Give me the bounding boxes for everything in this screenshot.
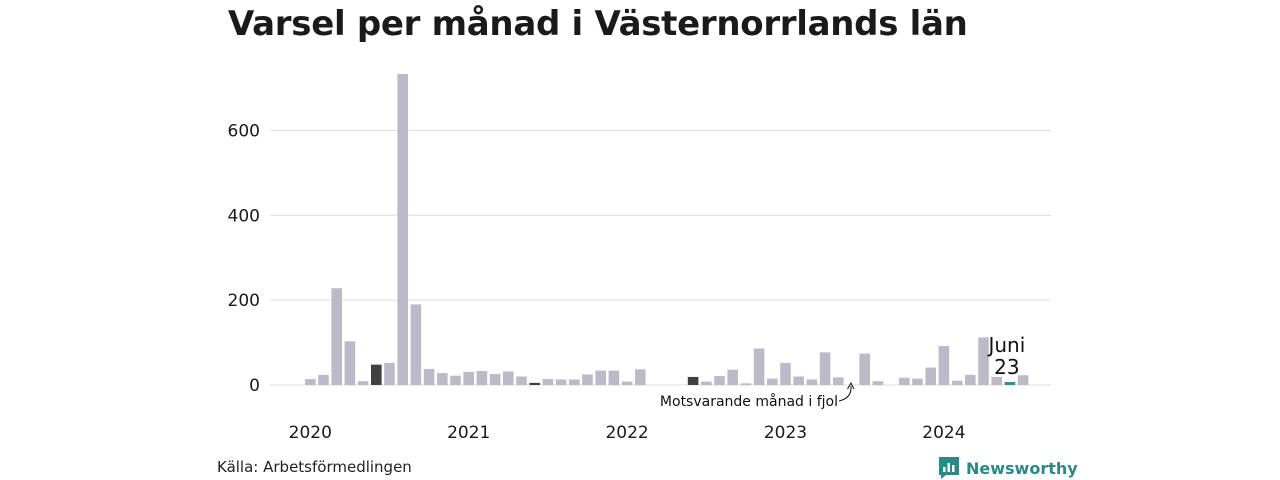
bar-2021-03 (489, 373, 501, 385)
bar-2021-01 (463, 371, 474, 385)
y-tick-label: 200 (228, 291, 260, 311)
prev-year-note: Motsvarande månad i fjol (660, 393, 838, 410)
bar-2022-01 (621, 381, 633, 385)
bar-2021-11 (595, 370, 606, 385)
bars (305, 73, 1029, 385)
prev-year-arrowhead (847, 381, 855, 390)
y-tick-label: 600 (228, 121, 260, 141)
bar-2024-05 (991, 376, 1002, 385)
x-tick-label: 2022 (605, 423, 648, 443)
x-tick-label: 2023 (764, 423, 807, 443)
bar-2024-04 (978, 337, 989, 385)
y-axis-ticks: 0 200 400 600 (228, 121, 260, 396)
bar-2020-04 (344, 341, 356, 385)
bar-2023-08 (872, 381, 884, 385)
brand-name: Newsworthy (966, 458, 1078, 478)
y-tick-label: 400 (228, 206, 260, 226)
bar-2020-12 (450, 375, 461, 385)
bar-2021-07 (542, 379, 554, 385)
bar-2020-02 (318, 374, 329, 385)
bar-2022-06 (687, 376, 699, 385)
brand-logo: Newsworthy (938, 456, 1078, 480)
bar-2023-05 (833, 377, 844, 385)
bar-2021-12 (608, 370, 620, 385)
bar-2022-09 (727, 369, 738, 385)
bar-2022-12 (767, 378, 778, 385)
bar-2020-11 (437, 373, 448, 385)
bar-2022-11 (753, 348, 765, 385)
bar-2023-10 (899, 377, 910, 385)
bar-2020-09 (410, 304, 422, 385)
bar-2024-06 (1004, 382, 1016, 385)
chart-title: Varsel per månad i Västernorrlands län (228, 4, 968, 44)
x-tick-label: 2021 (447, 423, 490, 443)
bar-2022-07 (701, 381, 712, 385)
current-month-label: Juni (986, 333, 1025, 357)
current-value-label: 23 (994, 355, 1019, 379)
bar-2020-05 (357, 381, 369, 385)
bar-2024-03 (965, 374, 976, 385)
source-note: Källa: Arbetsförmedlingen (217, 458, 412, 476)
bar-2023-03 (806, 379, 818, 385)
bar-2021-05 (516, 376, 527, 385)
bar-2023-02 (793, 376, 804, 385)
bar-2022-10 (740, 383, 752, 385)
bar-2022-08 (714, 376, 725, 385)
bar-2021-04 (503, 371, 514, 385)
newsworthy-logo-icon (939, 457, 959, 479)
bar-2023-11 (912, 378, 923, 385)
bar-2021-02 (476, 371, 488, 385)
bar-2020-10 (423, 368, 435, 385)
x-tick-label: 2024 (922, 423, 965, 443)
bar-2020-03 (331, 288, 342, 385)
grid-lines (270, 129, 1051, 386)
bar-2020-01 (305, 379, 316, 385)
bar-2023-07 (859, 353, 870, 385)
bar-2024-01 (938, 345, 950, 385)
bar-2020-08 (397, 73, 408, 385)
bar-2021-08 (555, 379, 567, 385)
bar-2020-06 (371, 364, 382, 385)
bar-2023-12 (925, 367, 936, 385)
bar-undefined (1017, 375, 1029, 385)
y-tick-label: 0 (249, 376, 260, 396)
x-axis-ticks: 2020 2021 2022 2023 2024 (289, 423, 966, 443)
x-tick-label: 2020 (289, 423, 332, 443)
bar-2023-04 (819, 352, 831, 385)
bar-2023-01 (780, 362, 791, 385)
bar-2021-09 (569, 379, 580, 385)
bar-2020-07 (384, 362, 395, 385)
prev-year-arrow (838, 385, 852, 402)
bar-2021-10 (582, 374, 593, 385)
bar-2022-02 (635, 369, 646, 385)
bar-2021-06 (529, 382, 540, 385)
bar-2024-02 (951, 380, 963, 385)
